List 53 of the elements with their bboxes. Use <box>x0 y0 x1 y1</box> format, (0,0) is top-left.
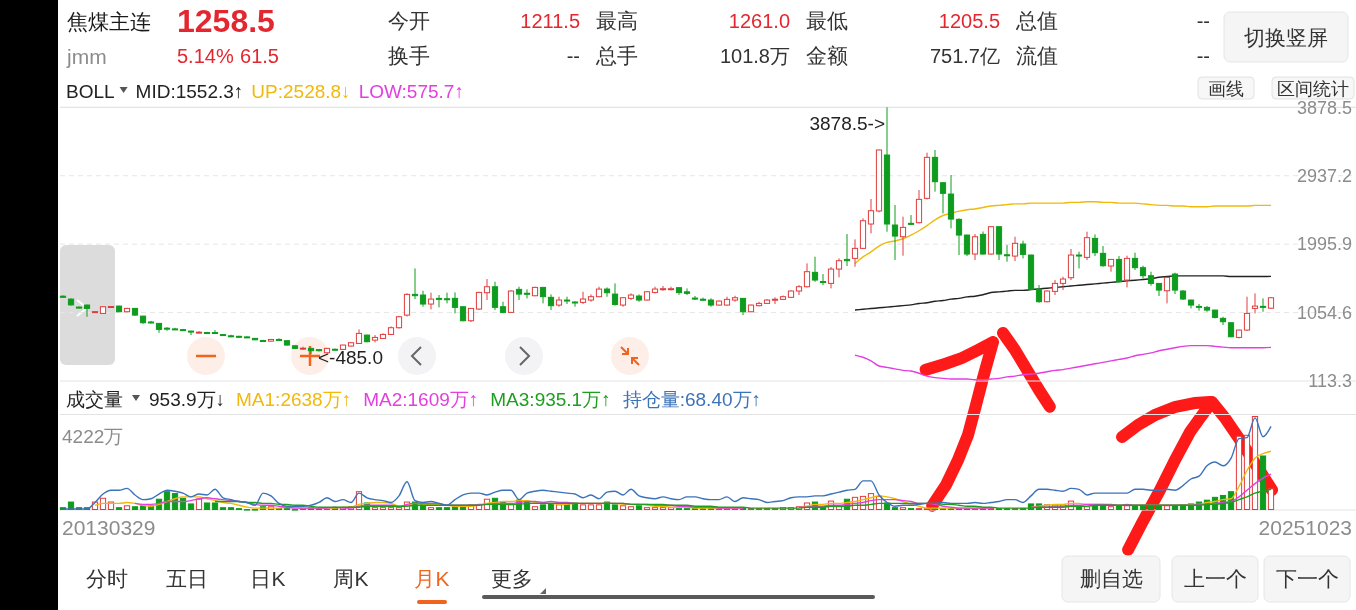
text: 画线 <box>1208 78 1244 99</box>
text: 1205.5 <box>938 10 1000 32</box>
text: UP:2528.8↓ <box>251 81 351 102</box>
text: 61.5 <box>240 45 279 67</box>
text: 1261.0 <box>728 10 790 32</box>
legend-title: 成交量 <box>66 389 123 410</box>
legend-title: BOLL <box>66 81 115 102</box>
text: 五日 <box>166 567 208 590</box>
text: 下一个 <box>1275 567 1339 590</box>
text: MA1:2638万↑ <box>236 389 352 410</box>
text: 953.9万↓ <box>149 389 226 410</box>
y-tick-label: 3878.5 <box>1296 97 1352 118</box>
text: 1211.5 <box>520 10 580 32</box>
text: 总手 <box>595 44 638 67</box>
text: 日K <box>250 567 286 590</box>
text: 删自选 <box>1079 567 1143 590</box>
text: 最低 <box>806 9 848 32</box>
text: 20130329 <box>62 516 156 539</box>
text: MID:1552.3↑ <box>135 81 244 102</box>
text: 20251023 <box>1258 516 1352 539</box>
text: 751.7亿 <box>929 45 1000 67</box>
text: 分时 <box>86 567 128 590</box>
text: 持仓量:68.40万↑ <box>622 389 762 410</box>
text: 最高 <box>596 9 638 32</box>
text: 流值 <box>1016 44 1058 67</box>
text: 换手 <box>388 44 430 67</box>
y-tick-label: 113.3 <box>1308 371 1352 392</box>
text: 今开 <box>388 9 430 32</box>
text: 金额 <box>806 44 848 67</box>
text: 周K <box>333 567 369 590</box>
annotation: <-485.0 <box>318 346 383 368</box>
text: MA2:1609万↑ <box>363 389 479 410</box>
text: 更多 <box>491 567 533 590</box>
text: 切换竖屏 <box>1244 26 1328 49</box>
text: 月K <box>414 567 450 590</box>
text: 101.8万 <box>719 45 790 67</box>
annotation: 3878.5-> <box>809 113 885 135</box>
text: 上一个 <box>1183 567 1247 590</box>
y-tick-label: 2937.2 <box>1296 166 1352 187</box>
text: 焦煤主连 <box>67 10 151 33</box>
text: -- <box>566 45 580 67</box>
text: -- <box>1196 45 1210 67</box>
text: -- <box>1196 10 1210 32</box>
text: 区间统计 <box>1277 78 1349 99</box>
y-tick-label: 1054.6 <box>1296 302 1352 323</box>
annotation: 4222万 <box>62 426 124 447</box>
y-tick-label: 1995.9 <box>1296 234 1352 255</box>
text: 5.14% <box>177 45 234 67</box>
text: MA3:935.1万↑ <box>490 389 611 410</box>
text: 1258.5 <box>177 3 275 39</box>
text: LOW:575.7↑ <box>358 81 464 102</box>
text: 总值 <box>1015 9 1058 32</box>
text: jmm <box>66 45 107 68</box>
